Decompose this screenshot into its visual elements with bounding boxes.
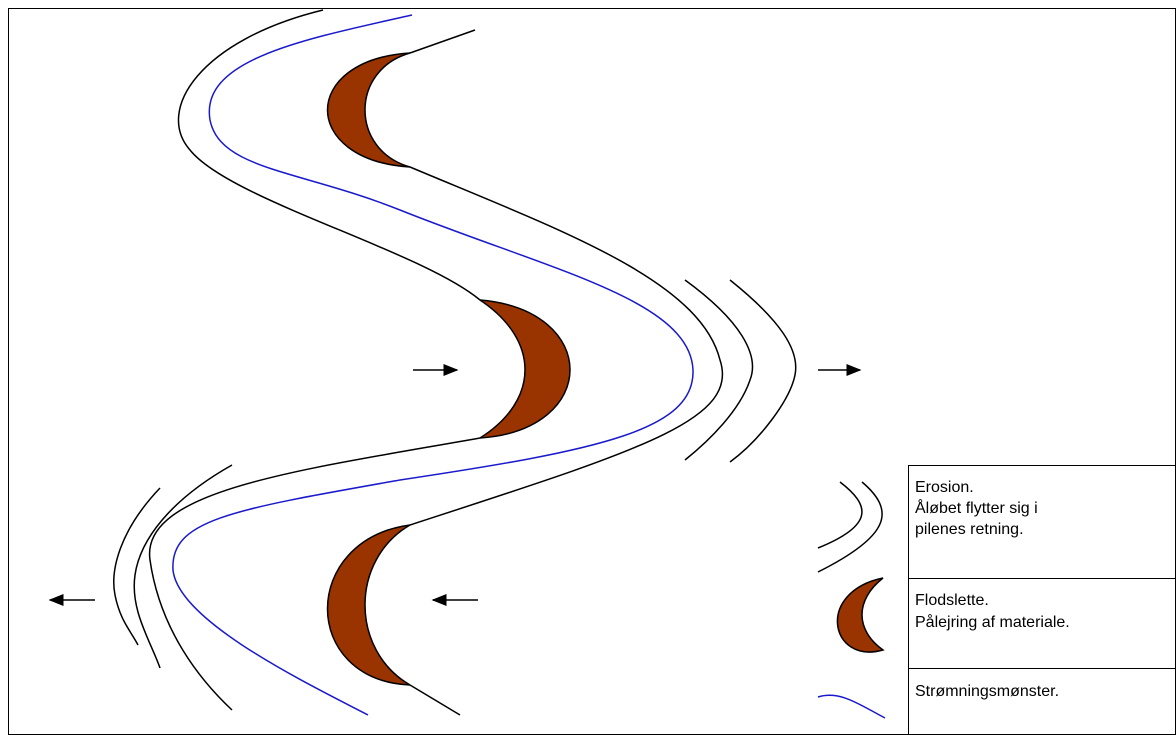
river bbox=[113, 9, 797, 716]
legend-text: pilenes retning. bbox=[915, 521, 1024, 538]
legend: Erosion. Åløbet flytter sig i pilenes re… bbox=[817, 465, 1176, 735]
legend-text: Pålejring af materiale. bbox=[915, 613, 1070, 631]
legend-text: Strømningsmønster. bbox=[915, 683, 1059, 700]
legend-text: Erosion. bbox=[915, 479, 974, 496]
legend-text: Flodslette. bbox=[915, 592, 989, 609]
legend-text: Åløbet flytter sig i bbox=[915, 498, 1038, 517]
arrows bbox=[48, 364, 862, 606]
